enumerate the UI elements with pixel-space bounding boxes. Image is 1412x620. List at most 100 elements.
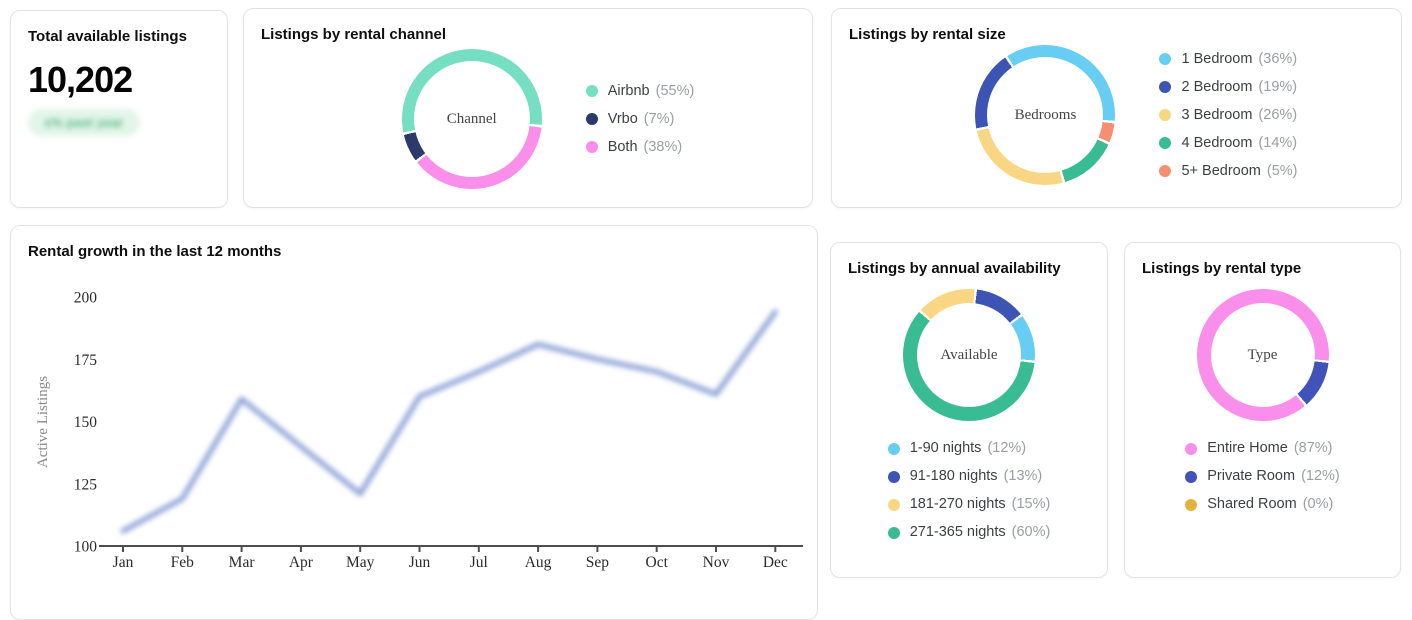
legend-dot (585, 113, 598, 125)
svg-text:125: 125 (74, 476, 98, 493)
legend-label: 2 Bedroom (1181, 78, 1253, 95)
svg-text:150: 150 (74, 414, 98, 431)
legend-dot (1185, 498, 1198, 511)
legend-label: 271-365 nights (909, 524, 1006, 540)
svg-text:Jul: Jul (470, 554, 488, 571)
rental-size-donut-chart[interactable]: Bedrooms (975, 45, 1116, 185)
legend-item-shared-room[interactable]: Shared Room (0%) (1185, 495, 1333, 514)
svg-text:Mar: Mar (229, 554, 256, 571)
trend-badge: x% past year (28, 109, 140, 136)
legend-label: 1-90 nights (909, 440, 982, 456)
svg-text:Feb: Feb (171, 554, 195, 571)
legend-percent: (14%) (1258, 134, 1298, 151)
legend-dot (1159, 165, 1172, 177)
legend-item-private-room[interactable]: Private Room (12%) (1185, 467, 1340, 486)
legend-label: 181-270 nights (909, 496, 1006, 512)
legend-percent: (36%) (1258, 50, 1298, 67)
legend-percent: (12%) (1301, 468, 1340, 484)
rental-channel-donut-chart[interactable]: Channel (401, 49, 542, 189)
card-title: Listings by annual availability (848, 260, 1061, 277)
legend-item-1-bedroom[interactable]: 1 Bedroom (36%) (1159, 50, 1297, 69)
svg-text:Jun: Jun (409, 554, 431, 571)
donut-hole: Channel (413, 61, 530, 177)
rental-type-donut-chart[interactable]: Type (1196, 289, 1329, 421)
legend-item-3-bedroom[interactable]: 3 Bedroom (26%) (1159, 106, 1297, 125)
legend-label: Both (607, 138, 638, 155)
annual-availability-donut-chart[interactable]: Available (903, 289, 1035, 421)
legend-item-vrbo[interactable]: Vrbo (7%) (585, 110, 695, 129)
legend-dot (887, 470, 900, 483)
legend-dot (1159, 53, 1172, 65)
legend-label: 3 Bedroom (1181, 106, 1253, 123)
svg-text:200: 200 (74, 290, 98, 307)
legend-dot (887, 442, 900, 455)
rental-growth-card: Rental growth in the last 12 months 100 1… (10, 225, 818, 620)
legend-percent: (0%) (1302, 496, 1334, 512)
legend-dot (585, 85, 598, 97)
donut-hole: Type (1210, 303, 1315, 407)
legend-item-both[interactable]: Both (38%) (585, 138, 695, 157)
legend-percent: (87%) (1293, 440, 1333, 456)
donut-center-label: Available (940, 346, 998, 363)
total-listings-value: 10,202 (28, 59, 133, 100)
rental-type-legend: Entire Home (87%) Private Room (12%) Shared … (1185, 439, 1340, 514)
legend-percent: (13%) (1003, 468, 1043, 484)
donut-center-label: Bedrooms (1014, 106, 1077, 123)
legend-percent: (26%) (1258, 106, 1298, 123)
legend-label: 91-180 nights (909, 468, 998, 484)
rental-size-card: Listings by rental size Bedrooms 1 Bedro… (831, 8, 1402, 208)
svg-text:Jan: Jan (113, 554, 134, 571)
legend-dot (1185, 470, 1198, 483)
legend-dot (1185, 442, 1198, 455)
card-title: Listings by rental type (1142, 260, 1302, 277)
total-listings-card: Total available listings 10,202 x% past … (10, 10, 228, 208)
legend-dot (887, 526, 900, 539)
legend-dot (1159, 137, 1172, 149)
legend-item-4-bedroom[interactable]: 4 Bedroom (14%) (1159, 134, 1297, 153)
svg-text:175: 175 (74, 352, 98, 369)
legend-percent: (7%) (643, 110, 675, 127)
legend-percent: (15%) (1011, 496, 1051, 512)
legend-item-2-bedroom[interactable]: 2 Bedroom (19%) (1159, 78, 1297, 97)
annual-availability-card: Listings by annual availability Availabl… (830, 242, 1108, 578)
svg-text:Oct: Oct (646, 554, 669, 571)
legend-label: 4 Bedroom (1181, 134, 1253, 151)
legend-percent: (12%) (987, 440, 1027, 456)
legend-dot (887, 498, 900, 511)
legend-label: 5+ Bedroom (1181, 162, 1261, 179)
svg-text:Aug: Aug (525, 554, 552, 571)
legend-item-271-365-nights[interactable]: 271-365 nights (60%) (887, 523, 1051, 542)
svg-text:Active Listings: Active Listings (35, 376, 51, 468)
svg-text:May: May (346, 554, 375, 571)
legend-label: Shared Room (1207, 496, 1297, 512)
legend-label: Airbnb (607, 82, 650, 99)
legend-item-181-270-nights[interactable]: 181-270 nights (15%) (887, 495, 1051, 514)
svg-text:Apr: Apr (289, 554, 314, 571)
legend-item-5-bedroom[interactable]: 5+ Bedroom (5%) (1159, 162, 1298, 181)
rental-growth-line-chart[interactable]: 100 125 150 175 200 Jan Feb Mar Apr May Jun Jul Aug S… (11, 226, 811, 578)
legend-label: Entire Home (1207, 440, 1288, 456)
svg-text:100: 100 (74, 539, 98, 556)
legend-percent: (55%) (655, 82, 695, 99)
legend-item-airbnb[interactable]: Airbnb (55%) (585, 82, 695, 101)
legend-item-1-90-nights[interactable]: 1-90 nights (12%) (887, 439, 1027, 458)
rental-channel-card: Listings by rental channel Channel Airbn… (243, 8, 813, 208)
rental-type-card: Listings by rental type Type Entire Home… (1124, 242, 1401, 578)
legend-item-91-180-nights[interactable]: 91-180 nights (13%) (887, 467, 1043, 486)
legend-dot (1159, 81, 1172, 93)
card-title: Listings by rental size (849, 26, 1006, 43)
legend-percent: (19%) (1258, 78, 1298, 95)
donut-center-label: Channel (446, 110, 497, 127)
svg-text:Nov: Nov (703, 554, 730, 571)
legend-percent: (60%) (1011, 524, 1051, 540)
legend-dot (585, 141, 598, 153)
card-title: Rental growth in the last 12 months (28, 243, 282, 260)
donut-hole: Available (917, 303, 1021, 407)
legend-label: Vrbo (607, 110, 638, 127)
legend-label: 1 Bedroom (1181, 50, 1253, 67)
card-title: Listings by rental channel (261, 26, 447, 43)
legend-percent: (5%) (1266, 162, 1298, 179)
donut-hole: Bedrooms (987, 57, 1104, 173)
legend-dot (1159, 109, 1172, 121)
legend-item-entire-home[interactable]: Entire Home (87%) (1185, 439, 1333, 458)
